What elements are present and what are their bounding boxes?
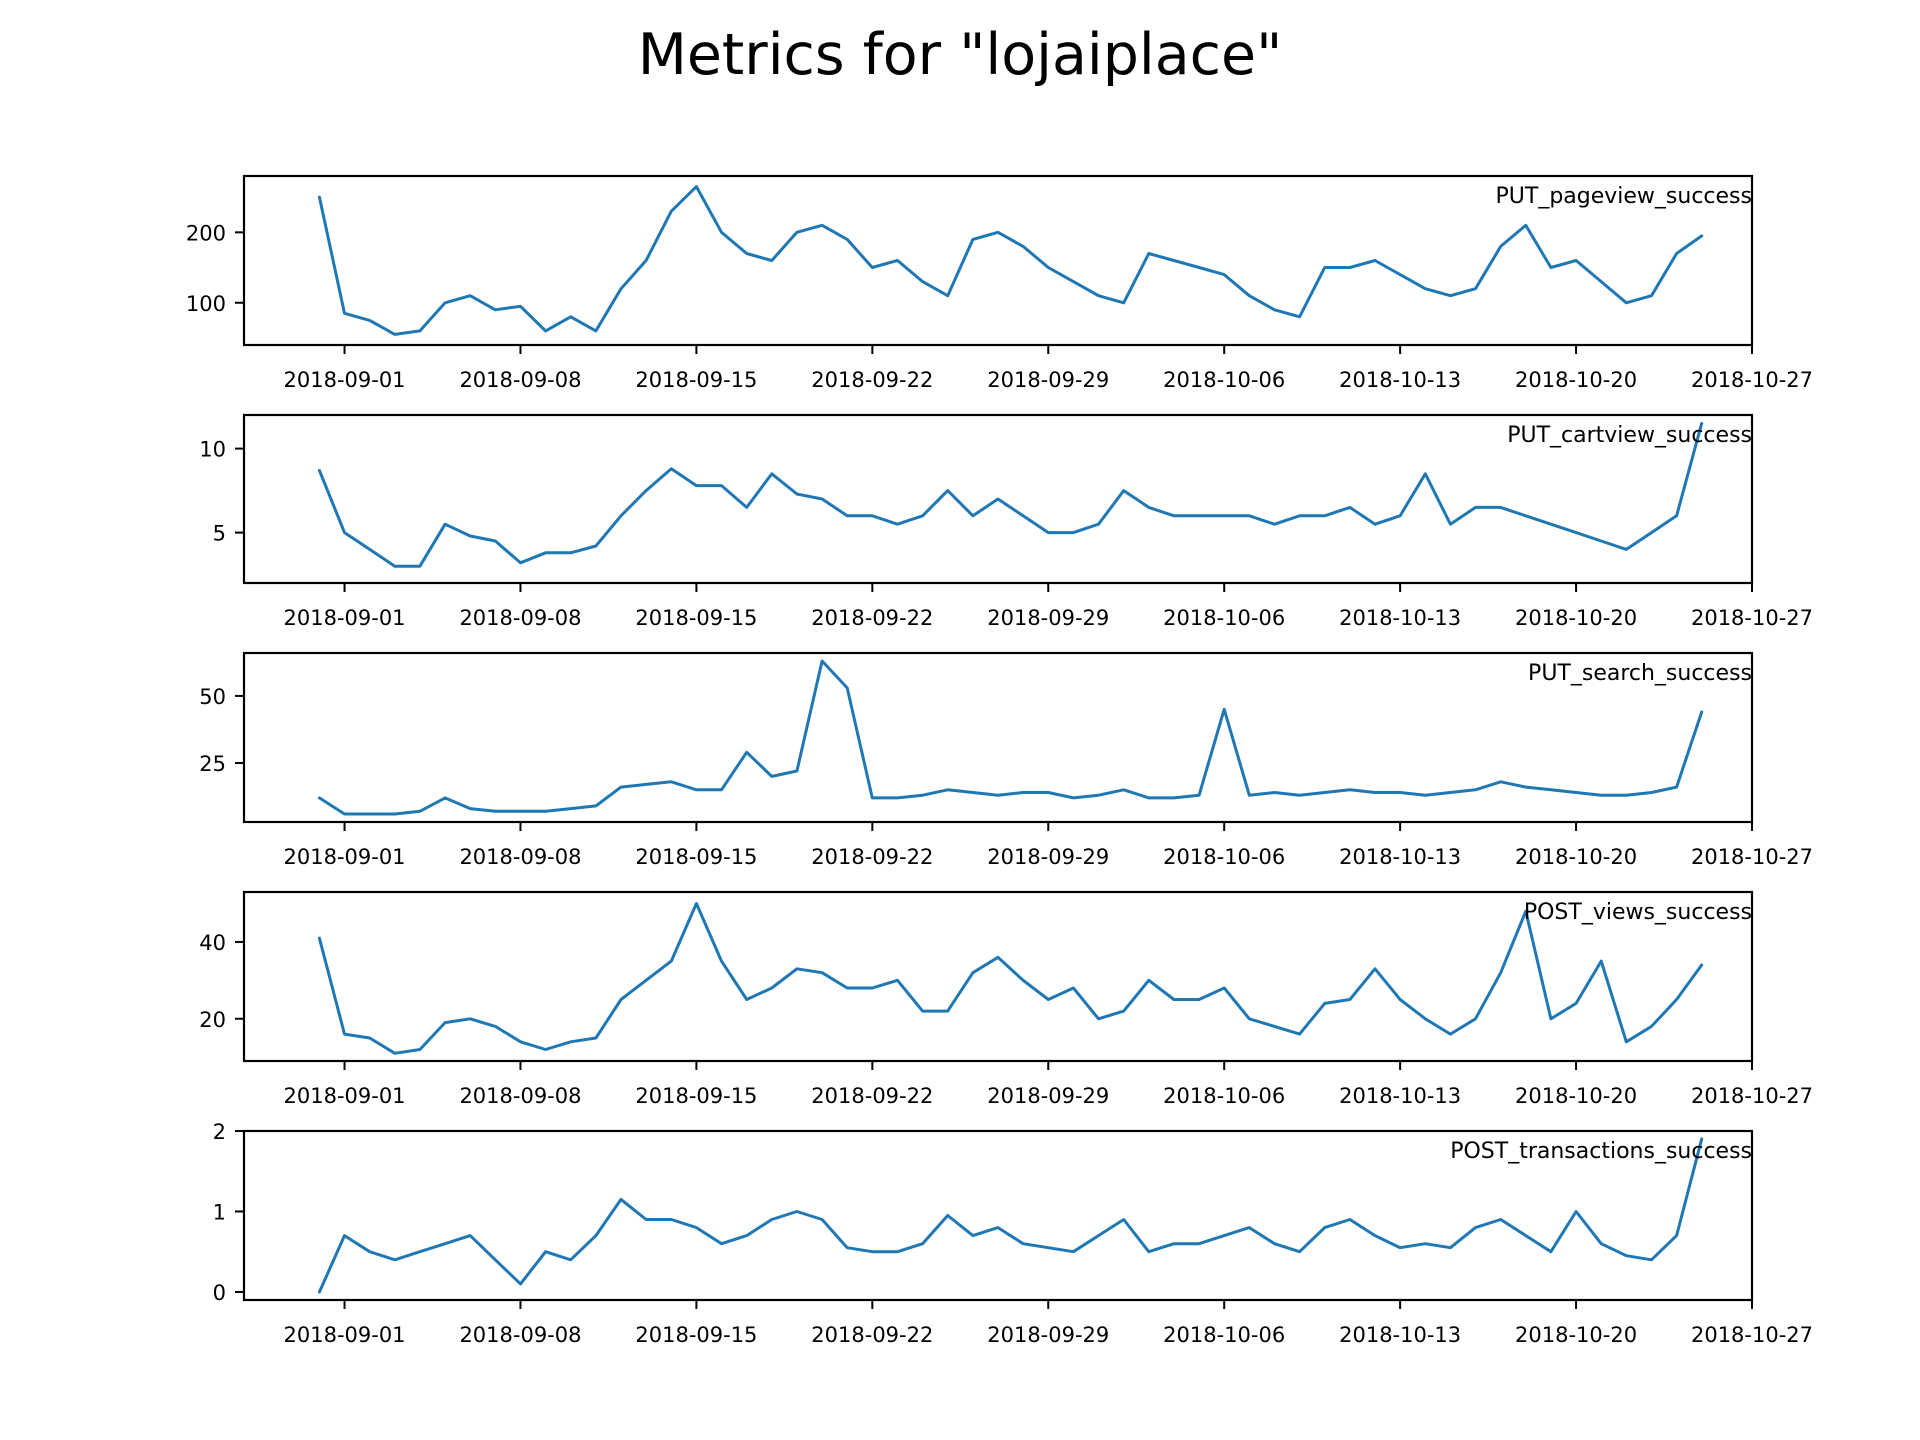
x-tick-label: 2018-09-22 [811,1323,933,1347]
x-tick-label: 2018-10-06 [1163,606,1285,630]
y-tick-label: 2 [213,1120,226,1144]
x-tick-label: 2018-09-22 [811,368,933,392]
subplot-1: 2018-09-01 2018-09-08 2018-09-15 2018-09-22… [186,174,1813,392]
x-tick-label: 2018-09-15 [635,845,757,869]
x-tick-label: 2018-10-27 [1691,606,1813,630]
series-line [317,659,1704,816]
x-tick-label: 2018-09-08 [459,1084,581,1108]
y-tick-label: 200 [186,221,226,245]
y-tick-label: 0 [213,1281,226,1305]
x-tick-label: 2018-10-27 [1691,1084,1813,1108]
x-tick-label: 2018-09-01 [284,368,406,392]
x-tick-label: 2018-09-15 [635,606,757,630]
x-tick-label: 2018-09-08 [459,1323,581,1347]
series-line [317,185,1704,336]
figure-title: Metrics for "lojaiplace" [637,22,1283,88]
x-tick-label: 2018-09-29 [987,1323,1109,1347]
subplot-2: 2018-09-01 2018-09-08 2018-09-15 2018-09-22… [199,413,1813,630]
axes-frame [242,890,1754,1063]
x-tick-label: 2018-10-20 [1515,606,1637,630]
x-tick-label: 2018-10-06 [1163,368,1285,392]
x-tick-label: 2018-09-22 [811,845,933,869]
panel-title: POST_views_success [1524,900,1752,925]
x-tick-label: 2018-09-15 [635,1323,757,1347]
y-tick-label: 20 [199,1008,226,1032]
series-line [317,421,1704,568]
x-tick-label: 2018-10-27 [1691,845,1813,869]
y-tick-label: 1 [213,1200,226,1224]
panel-title: PUT_cartview_success [1507,423,1752,448]
x-tick-label: 2018-09-01 [284,845,406,869]
panel-title: POST_transactions_success [1450,1139,1752,1164]
axes-frame [242,174,1754,347]
x-tick-label: 2018-10-20 [1515,1323,1637,1347]
axes-frame [242,1129,1754,1302]
x-tick-label: 2018-09-22 [811,1084,933,1108]
x-tick-label: 2018-09-29 [987,845,1109,869]
x-tick-label: 2018-09-15 [635,368,757,392]
series-line [317,1137,1704,1294]
y-tick-label: 5 [213,522,226,546]
axes-frame [242,651,1754,824]
x-tick-label: 2018-10-13 [1339,368,1461,392]
axes-frame [242,413,1754,585]
panel-title: PUT_pageview_success [1496,184,1752,209]
y-tick-label: 50 [199,685,226,709]
subplot-5: 2018-09-01 2018-09-08 2018-09-15 2018-09-22… [213,1120,1813,1347]
x-tick-label: 2018-09-29 [987,606,1109,630]
x-tick-label: 2018-09-01 [284,1084,406,1108]
x-tick-label: 2018-09-08 [459,606,581,630]
panel-title: PUT_search_success [1528,661,1752,686]
x-tick-label: 2018-09-15 [635,1084,757,1108]
x-tick-label: 2018-10-20 [1515,845,1637,869]
x-tick-label: 2018-10-13 [1339,1323,1461,1347]
x-tick-label: 2018-09-22 [811,606,933,630]
x-tick-label: 2018-09-29 [987,1084,1109,1108]
x-tick-label: 2018-10-06 [1163,1323,1285,1347]
subplot-3: 2018-09-01 2018-09-08 2018-09-15 2018-09-22… [199,651,1813,869]
x-tick-label: 2018-10-13 [1339,845,1461,869]
x-tick-label: 2018-09-29 [987,368,1109,392]
x-tick-label: 2018-10-13 [1339,1084,1461,1108]
y-tick-label: 25 [199,752,226,776]
series-line [317,902,1704,1055]
x-tick-label: 2018-10-13 [1339,606,1461,630]
x-tick-label: 2018-10-06 [1163,845,1285,869]
x-tick-label: 2018-10-27 [1691,368,1813,392]
x-tick-label: 2018-10-20 [1515,368,1637,392]
x-tick-label: 2018-10-20 [1515,1084,1637,1108]
x-tick-label: 2018-10-06 [1163,1084,1285,1108]
x-tick-label: 2018-09-08 [459,845,581,869]
x-tick-label: 2018-10-27 [1691,1323,1813,1347]
x-tick-label: 2018-09-01 [284,1323,406,1347]
y-tick-label: 10 [199,438,226,462]
y-tick-label: 40 [199,931,226,955]
x-tick-label: 2018-09-08 [459,368,581,392]
subplot-4: 2018-09-01 2018-09-08 2018-09-15 2018-09-22… [199,890,1813,1108]
x-tick-label: 2018-09-01 [284,606,406,630]
y-tick-label: 100 [186,292,226,316]
